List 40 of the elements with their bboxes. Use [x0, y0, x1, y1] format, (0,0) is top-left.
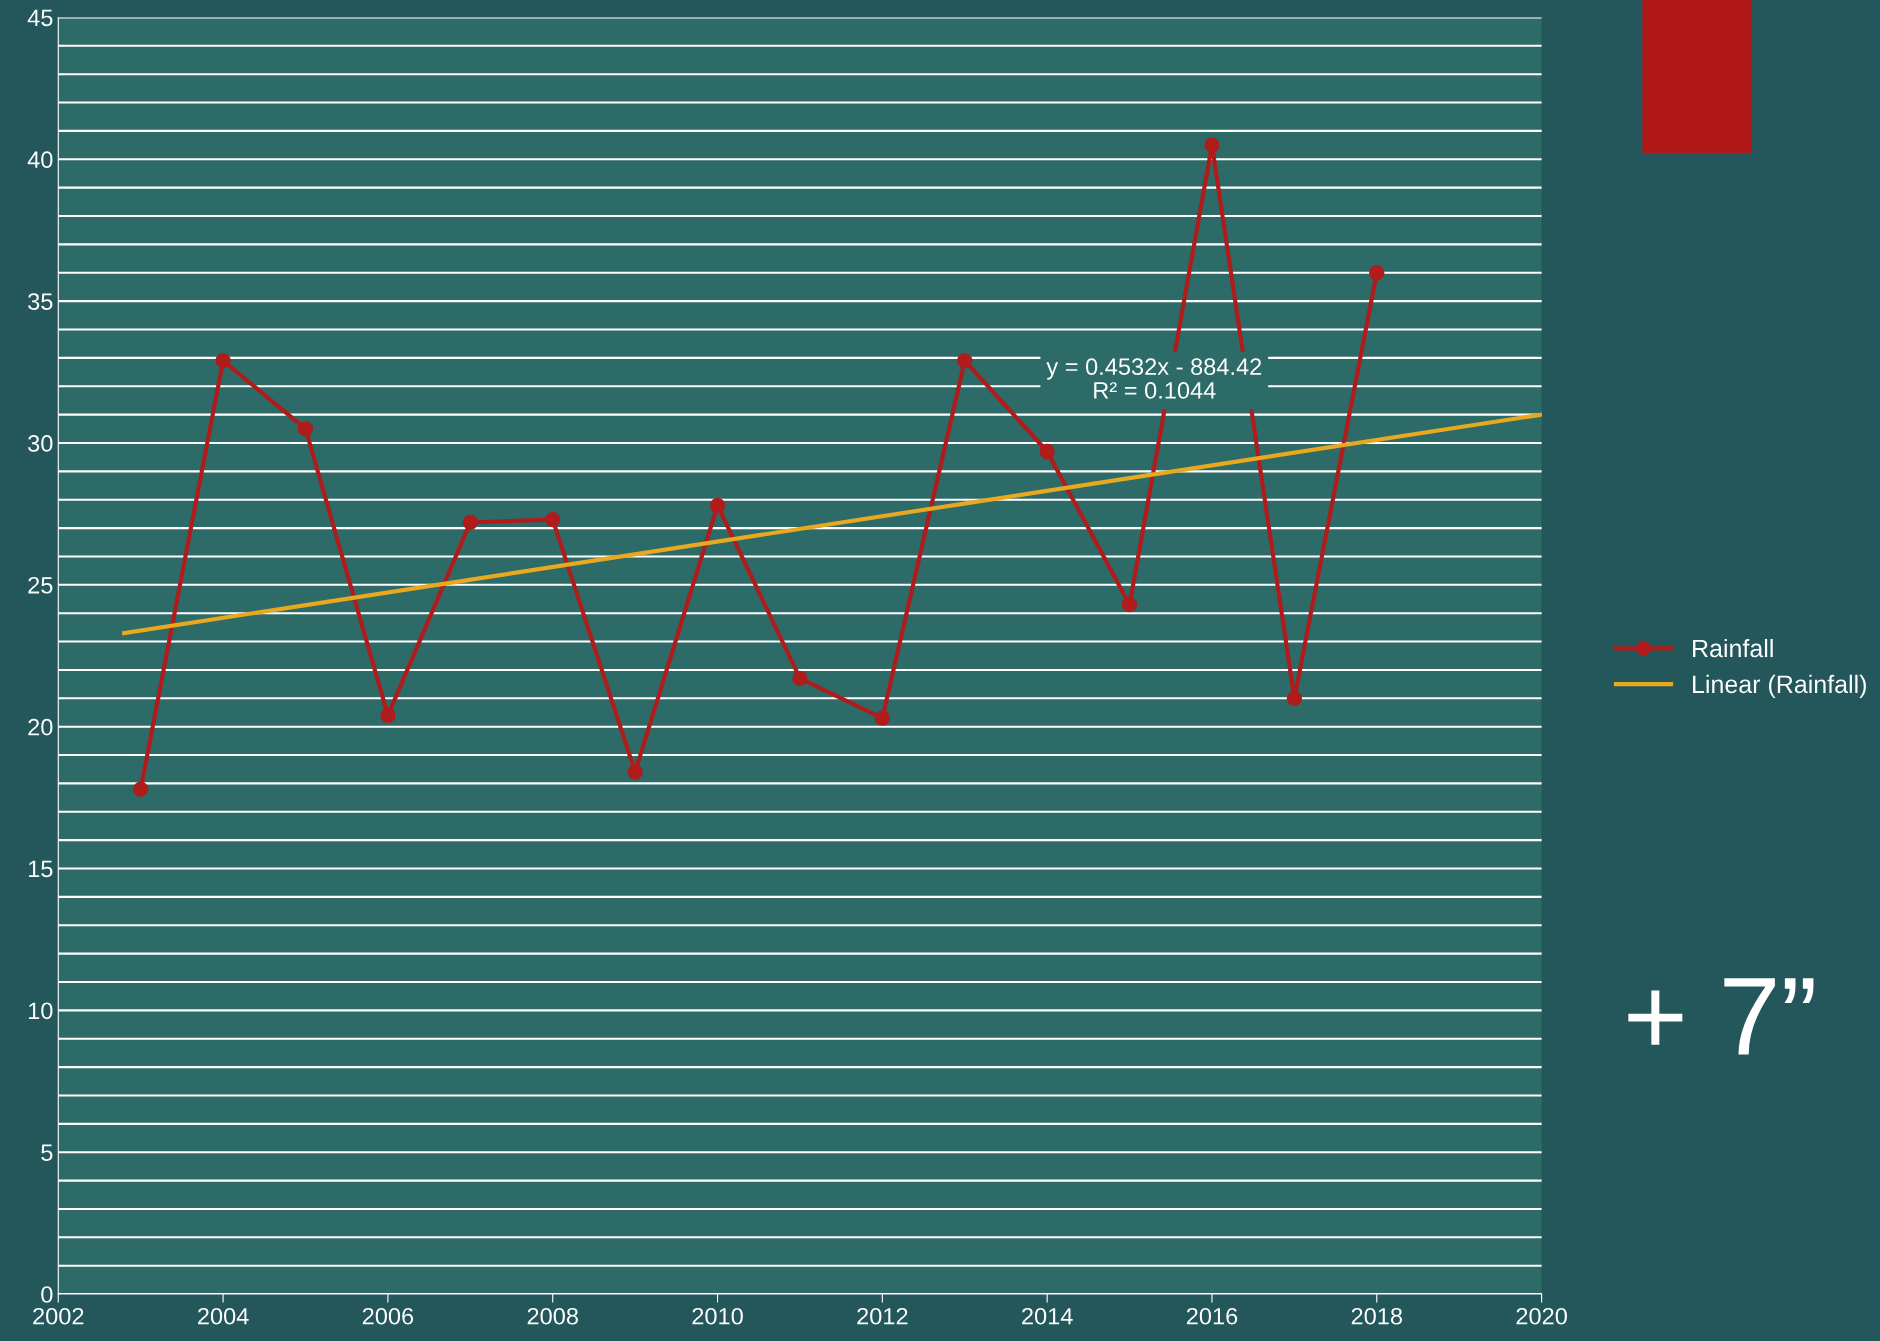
- point: [874, 710, 890, 726]
- point: [709, 497, 726, 514]
- point: [1204, 137, 1220, 153]
- point: [133, 781, 149, 797]
- legend-label: Linear (Rainfall): [1693, 674, 1866, 699]
- point: [1369, 265, 1385, 281]
- y-tick-label: 5: [41, 1144, 53, 1161]
- y-tick-label: 35: [28, 293, 53, 310]
- point: [1121, 597, 1138, 613]
- point: [380, 707, 396, 723]
- x-tick-label: 2016: [1186, 1307, 1238, 1325]
- text: + 7”: [1628, 978, 1814, 1055]
- x-tick-label: 2002: [33, 1307, 84, 1325]
- point: [215, 353, 231, 369]
- x-tick-label: 2014: [1022, 1307, 1073, 1325]
- y-tick-label: 20: [28, 718, 53, 736]
- x-tick-label: 2008: [527, 1307, 578, 1325]
- point: [297, 421, 314, 437]
- y-tick-label: 40: [27, 151, 53, 169]
- y-tick-label: 30: [28, 435, 53, 452]
- x-tick-label: 2006: [362, 1307, 414, 1325]
- point: [957, 353, 973, 369]
- point: [792, 670, 808, 687]
- x-tick-label: 2020: [1516, 1307, 1567, 1325]
- point: [545, 511, 561, 528]
- x-tick-label: 2010: [692, 1307, 743, 1325]
- y-tick-label: 10: [28, 1002, 53, 1020]
- x-tick-label: 2004: [198, 1307, 249, 1325]
- point: [1286, 690, 1303, 706]
- y-tick-label: 45: [27, 9, 53, 27]
- y-tick-label: 0: [41, 1286, 53, 1303]
- annotation: y = 0.4532x - 884.42 R² = 0.1044: [1046, 358, 1262, 399]
- x-tick-label: 2018: [1351, 1307, 1403, 1325]
- x-tick-label: 2012: [857, 1307, 908, 1325]
- point: [627, 764, 643, 780]
- point: [462, 514, 478, 531]
- point: [1039, 443, 1055, 460]
- y-tick-label: 25: [28, 576, 53, 594]
- legend-label: Rainfall: [1693, 638, 1773, 658]
- y-tick-label: 15: [28, 860, 53, 878]
